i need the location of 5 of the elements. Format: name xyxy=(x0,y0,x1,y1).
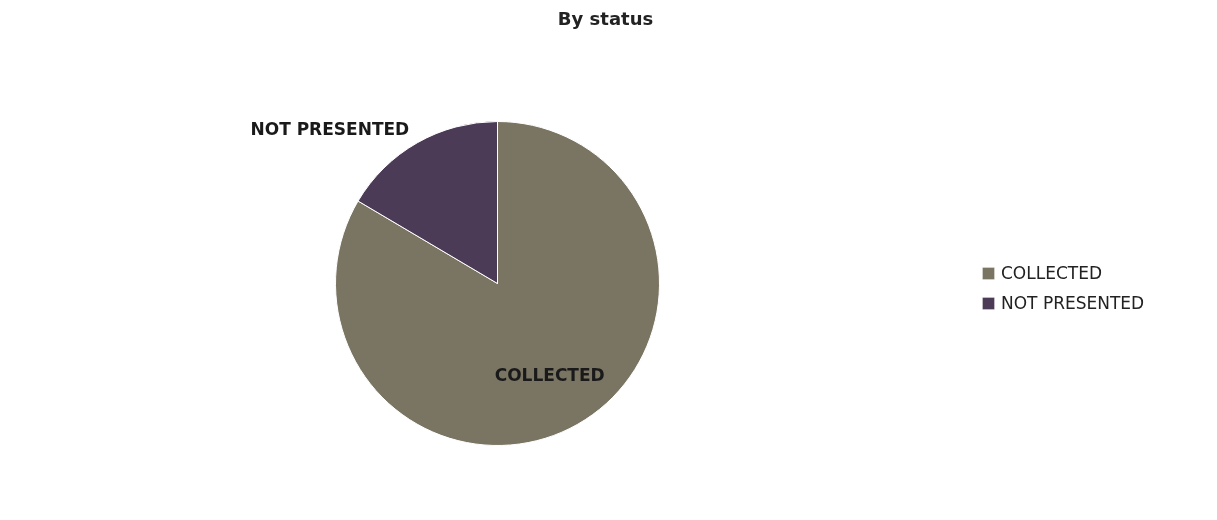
legend-label: NOT PRESENTED xyxy=(1001,293,1145,313)
legend-label: COLLECTED xyxy=(1001,263,1103,283)
slice-label: NOT PRESENTED xyxy=(250,118,410,139)
chart-title: By status xyxy=(557,7,654,29)
slice-label: COLLECTED xyxy=(494,364,605,385)
